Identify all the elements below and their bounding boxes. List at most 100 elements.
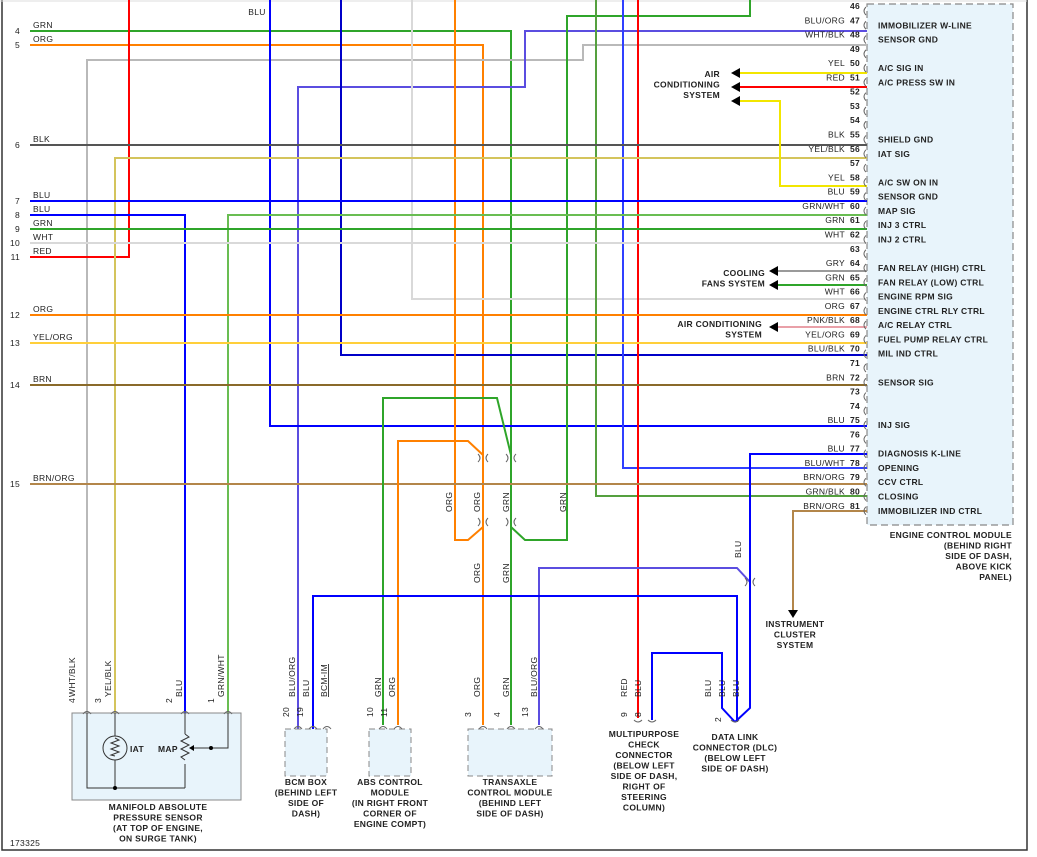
- ecm-wire-label: BRN/ORG: [803, 472, 845, 482]
- multipurpose-check-connector-name: CONNECTOR: [615, 750, 672, 760]
- wire-blu-wht: [622, 0, 867, 469]
- multipurpose-check-connector-name: (BELOW LEFT: [613, 761, 675, 771]
- bcm-name: (BEHIND LEFT: [275, 788, 338, 798]
- tcm-name: SIDE OF DASH): [476, 809, 543, 819]
- abs-name: ABS CONTROL: [357, 777, 423, 787]
- splice-connector-icon: [477, 453, 489, 463]
- ecm-wire-label: YEL/ORG: [805, 329, 845, 339]
- ecm-pin-number: 80: [850, 487, 860, 497]
- splice-connector-icon: [505, 517, 517, 527]
- ecm-wire-label: GRN: [825, 215, 845, 225]
- pin-terminal-icon: [534, 726, 544, 730]
- wire-org: [30, 44, 484, 725]
- ecm-pin-number: 48: [850, 30, 860, 40]
- ecm-pin-function: IMMOBILIZER IND CTRL: [878, 506, 982, 516]
- pin-terminal-icon: [863, 392, 867, 401]
- ecm-pin-number: 56: [850, 144, 860, 154]
- wire-brn-org: [792, 510, 867, 610]
- arrow-left-icon: [731, 96, 740, 106]
- tcm-box: [467, 728, 553, 777]
- pin-terminal-icon: [863, 420, 867, 430]
- ecm-pin-number: 73: [850, 387, 860, 397]
- diagram-id: 173325: [10, 838, 40, 848]
- ecm-pin-function: FAN RELAY (HIGH) CTRL: [878, 263, 986, 273]
- pin-terminal-icon: [378, 726, 388, 730]
- bcm-box: [284, 728, 328, 777]
- tcm-name: CONTROL MODULE: [467, 788, 552, 798]
- ecm-wire-label: WHT: [825, 229, 845, 239]
- arrow-left-icon: [769, 266, 778, 276]
- left-wire-label: BLU: [33, 190, 50, 200]
- pin-terminal-icon: [863, 435, 867, 444]
- component-pin-number: 20: [281, 707, 291, 717]
- ecm-pin-function: CLOSING: [878, 492, 919, 502]
- wire-label: BLU: [301, 680, 311, 697]
- pin-terminal-icon: [863, 377, 867, 387]
- ecm-pin-function: OPENING: [878, 463, 919, 473]
- ecm-pin-number: 58: [850, 172, 860, 182]
- left-connector-pin: 12: [10, 310, 20, 320]
- ecm-pin-function: IAT SIG: [878, 149, 910, 159]
- pin-terminal-icon: [863, 249, 867, 259]
- wire-label: RED: [619, 678, 629, 697]
- ecm-pin-number: 62: [850, 229, 860, 239]
- iat-label: IAT: [130, 744, 144, 754]
- wire-label: BCM-IM: [319, 664, 329, 697]
- wire-label: ORG: [472, 492, 482, 512]
- left-connector-pin: 8: [15, 210, 20, 220]
- pin-terminal-icon: [863, 206, 867, 216]
- ecm-pin-function: A/C RELAY CTRL: [878, 320, 952, 330]
- bcm-name: SIDE OF: [288, 798, 324, 808]
- left-wire-label: ORG: [33, 304, 53, 314]
- wiper-arrow-icon: [189, 745, 194, 751]
- ecm-wire-label: GRN: [825, 272, 845, 282]
- ecm-pin-number: 71: [850, 358, 860, 368]
- component-pin-number: 11: [379, 708, 389, 717]
- wire-grn: [30, 30, 512, 725]
- ecm-pin-number: 59: [850, 187, 860, 197]
- ecm-name: ENGINE CONTROL MODULE: [890, 530, 1012, 540]
- cooling-fans-label: COOLING: [723, 268, 765, 278]
- wire-label: GRN/WHT: [216, 654, 226, 697]
- pin-terminal-icon: [863, 149, 867, 159]
- ecm-pin-function: ENGINE CTRL RLY CTRL: [878, 306, 985, 316]
- multipurpose-check-connector-name: RIGHT OF: [622, 782, 665, 792]
- left-connector-pin: 14: [10, 380, 20, 390]
- wire-label: BLU: [174, 680, 184, 697]
- pin-terminal-icon: [633, 719, 643, 723]
- wire-grn-wht: [227, 214, 867, 713]
- pin-terminal-icon: [223, 711, 233, 715]
- bcm-name: BCM BOX: [285, 777, 327, 787]
- pin-terminal-icon: [863, 220, 867, 230]
- ecm-wire-label: BLK: [828, 130, 845, 140]
- left-connector-pin: 6: [15, 140, 20, 150]
- ecm-wire-label: ORG: [825, 301, 845, 311]
- ecm-pin-number: 66: [850, 287, 860, 297]
- ecm-pin-function: CCV CTRL: [878, 477, 923, 487]
- ecm-wire-label: WHT: [825, 287, 845, 297]
- ecm-wire-label: WHT/BLK: [805, 30, 845, 40]
- ecm-pin-number: 64: [850, 258, 860, 268]
- map-label: MAP: [158, 744, 178, 754]
- wire-grn: [382, 397, 512, 725]
- pin-terminal-icon: [863, 277, 867, 287]
- ecm-pin-number: 50: [850, 58, 860, 68]
- ecm-pin-number: 51: [850, 72, 860, 82]
- ecm-pin-number: 68: [850, 315, 860, 325]
- pin-terminal-icon: [478, 726, 488, 730]
- ecm-pin-function: IMMOBILIZER W-LINE: [878, 20, 972, 30]
- arrow-left-icon: [769, 280, 778, 290]
- ecm-name: SIDE OF DASH,: [945, 551, 1012, 561]
- cooling-fans-label: FANS SYSTEM: [702, 279, 765, 289]
- wire-label: GRN: [501, 492, 511, 512]
- arrow-left-icon: [731, 82, 740, 92]
- ecm-pin-number: 77: [850, 444, 860, 454]
- pin-terminal-icon: [863, 335, 867, 344]
- abs-name: (IN RIGHT FRONT: [352, 798, 429, 808]
- pin-terminal-icon: [293, 726, 303, 730]
- ecm-pin-function: INJ SIG: [878, 420, 910, 430]
- wire-label: GRN: [558, 492, 568, 512]
- wire-label: ORG: [444, 492, 454, 512]
- map-sensor-box: [71, 712, 242, 801]
